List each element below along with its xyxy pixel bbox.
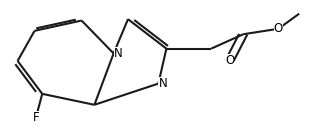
Text: F: F bbox=[33, 111, 39, 124]
Text: N: N bbox=[158, 77, 167, 90]
Text: N: N bbox=[114, 47, 122, 60]
Text: O: O bbox=[225, 54, 234, 67]
Text: O: O bbox=[274, 22, 283, 35]
